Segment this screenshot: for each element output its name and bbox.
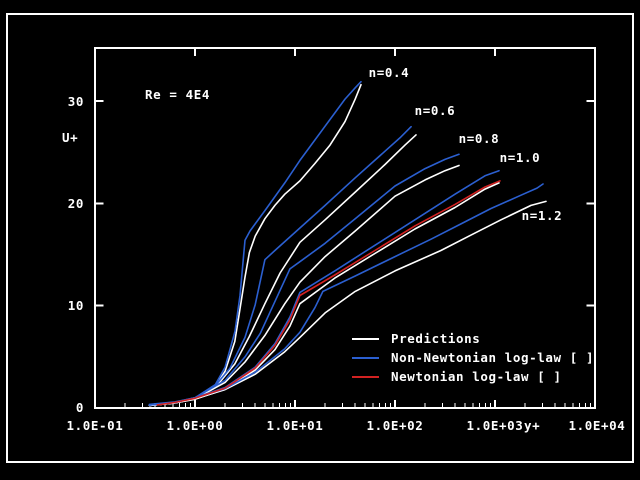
legend-entry-newtonian: Newtonian log-law [ ]	[352, 367, 594, 386]
curve-label-n0.8: n=0.8	[458, 130, 500, 146]
x-tick-label-1e3: 1.0E+03	[466, 418, 524, 433]
curve-label-n1.0: n=1.0	[499, 150, 541, 166]
x-tick-label-1e0: 1.0E+00	[166, 418, 224, 433]
curve-prediction-n0.4	[148, 83, 362, 407]
y-tick-label-0: 0	[75, 400, 84, 415]
outer-border	[6, 13, 634, 463]
legend-entry-predictions: Predictions	[352, 329, 594, 348]
legend-line-blue	[352, 356, 379, 359]
legend-label: Predictions	[391, 331, 481, 346]
legend-label: Newtonian log-law [ ]	[391, 369, 562, 384]
axes-frame	[94, 47, 596, 409]
x-tick-label-1e2: 1.0E+02	[366, 418, 424, 433]
x-tick-label-1e-1: 1.0E-01	[66, 418, 124, 433]
legend-entry-non-newtonian: Non-Newtonian log-law [ ]	[352, 348, 594, 367]
y-axis-title: U+	[62, 130, 79, 145]
x-tick-label-1e4: 1.0E+04	[568, 418, 626, 433]
x-axis-title: y+	[524, 418, 541, 433]
curve-label-n0.4: n=0.4	[368, 65, 410, 81]
curve-newtonian-loglaw	[156, 180, 501, 406]
curve-label-n1.2: n=1.2	[521, 207, 563, 223]
legend: Predictions Non-Newtonian log-law [ ] Ne…	[352, 329, 594, 386]
curve-loglaw-n0.4	[148, 80, 362, 406]
y-tick-label-10: 10	[67, 298, 84, 313]
legend-label: Non-Newtonian log-law [ ]	[391, 350, 595, 365]
y-tick-label-20: 20	[67, 196, 84, 211]
x-tick-label-1e1: 1.0E+01	[266, 418, 324, 433]
reynolds-annotation: Re = 4E4	[145, 87, 211, 102]
legend-line-white	[352, 337, 379, 340]
y-tick-label-30: 30	[67, 94, 84, 109]
legend-line-red	[352, 375, 379, 378]
curve-loglaw-n0.8	[148, 153, 460, 406]
curve-label-n0.6: n=0.6	[414, 103, 456, 119]
